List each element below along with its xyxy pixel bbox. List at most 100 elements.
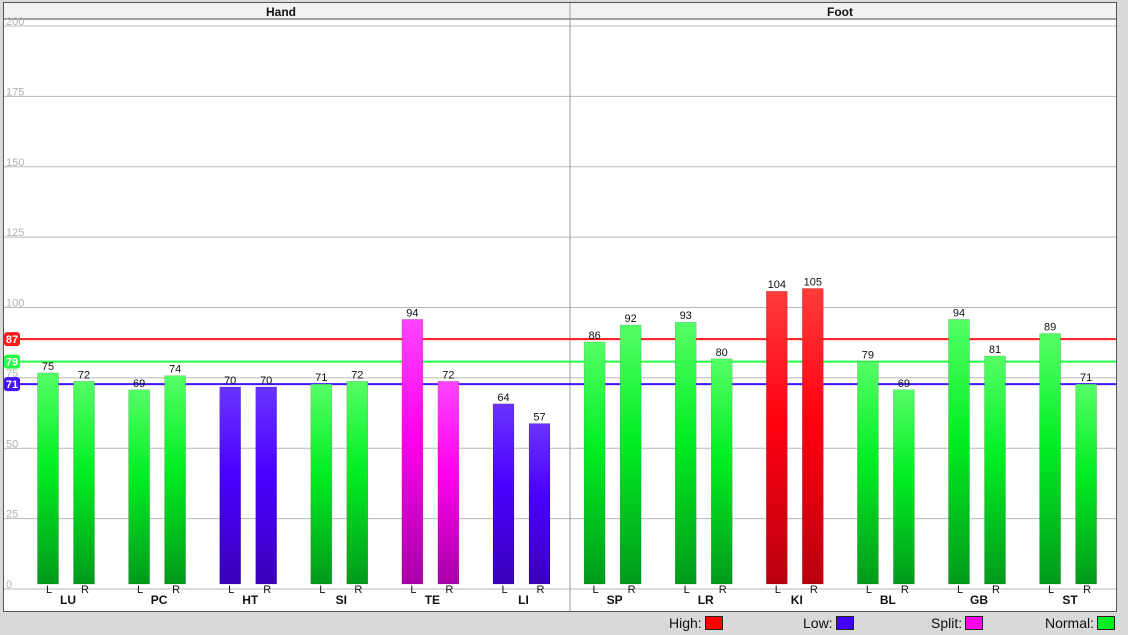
- legend-high-label: High:: [669, 615, 702, 631]
- bar-LI-L: [492, 403, 515, 585]
- bar-PC-L: [128, 389, 150, 585]
- bar-PC-R: [164, 375, 186, 585]
- legend-split: Split:: [931, 614, 984, 632]
- bar-LR-L: [674, 321, 697, 585]
- side-label-LU-L: L: [46, 584, 52, 596]
- data-label-SI-L: 71: [315, 372, 327, 384]
- legend-normal-swatch: [1097, 616, 1116, 630]
- legend-normal: Normal:: [1045, 614, 1116, 632]
- y-tick-label-50: 50: [6, 438, 18, 450]
- data-label-SI-R: 72: [351, 369, 363, 381]
- side-label-PC-R: R: [172, 584, 180, 596]
- bar-GB-L: [948, 319, 970, 585]
- legend-high-swatch: [704, 616, 723, 630]
- bar-ST-L: [1039, 333, 1061, 585]
- panel-title-hand: Hand: [266, 5, 296, 19]
- reference-label-87: 87: [6, 334, 18, 346]
- reference-label-71: 71: [6, 379, 18, 391]
- data-label-LI-R: 57: [533, 412, 545, 424]
- y-tick-label-100: 100: [6, 298, 24, 310]
- side-label-TE-R: R: [445, 584, 453, 596]
- legend-split-label: Split:: [931, 615, 963, 631]
- category-label-KI: KI: [791, 593, 803, 607]
- legend-low-swatch: [835, 616, 854, 630]
- data-label-LR-R: 80: [716, 347, 728, 359]
- data-label-LI-L: 64: [497, 392, 509, 404]
- data-label-HT-R: 70: [260, 375, 272, 387]
- data-label-TE-L: 94: [406, 307, 418, 319]
- reference-badge-87: [4, 332, 20, 347]
- bar-BL-R: [893, 389, 915, 585]
- side-label-HT-R: R: [263, 584, 271, 596]
- side-label-KI-R: R: [810, 584, 818, 596]
- reference-badge-71: [4, 377, 20, 392]
- chart-frame: 0 25 50 75 100 125 150 175 200 Hand Foot 87 79 71 75 L 7…: [3, 2, 1117, 612]
- data-label-ST-L: 89: [1044, 321, 1056, 333]
- legend-split-swatch: [965, 616, 984, 630]
- side-label-TE-L: L: [410, 584, 416, 596]
- category-label-SP: SP: [607, 593, 623, 607]
- bar-KI-L: [766, 290, 788, 585]
- legend-low: Low:: [803, 614, 854, 632]
- bar-BL-L: [857, 361, 879, 585]
- side-label-LR-L: L: [684, 584, 690, 596]
- y-tick-label-25: 25: [6, 509, 18, 521]
- legend-high: High:: [669, 614, 723, 632]
- data-label-SP-R: 92: [624, 313, 636, 325]
- panel-title-foot: Foot: [827, 5, 853, 19]
- bar-HT-R: [255, 386, 277, 585]
- side-label-LI-L: L: [501, 584, 507, 596]
- y-tick-label-125: 125: [6, 227, 24, 239]
- y-tick-label-150: 150: [6, 157, 24, 169]
- category-label-LR: LR: [698, 593, 714, 607]
- bar-LU-L: [37, 372, 59, 585]
- data-label-ST-R: 71: [1080, 372, 1092, 384]
- bar-GB-R: [984, 355, 1006, 585]
- reference-label-79: 79: [6, 357, 18, 369]
- bar-LU-R: [73, 381, 95, 585]
- data-label-LR-L: 93: [680, 310, 692, 322]
- y-tick-label-0: 0: [6, 579, 12, 591]
- legend-normal-label: Normal:: [1045, 615, 1095, 631]
- data-label-BL-L: 79: [862, 350, 874, 362]
- bar-TE-L: [401, 319, 424, 585]
- data-label-GB-L: 94: [953, 307, 965, 319]
- category-label-GB: GB: [970, 593, 988, 607]
- bar-SP-L: [583, 341, 606, 585]
- side-label-BL-R: R: [901, 584, 909, 596]
- side-label-PC-L: L: [137, 584, 143, 596]
- category-label-LU: LU: [60, 593, 76, 607]
- side-label-SI-L: L: [319, 584, 325, 596]
- side-label-BL-L: L: [866, 584, 872, 596]
- data-label-KI-L: 104: [768, 279, 786, 291]
- side-label-SP-L: L: [593, 584, 599, 596]
- data-label-LU-R: 72: [78, 369, 90, 381]
- side-label-LR-R: R: [719, 584, 727, 596]
- y-tick-label-175: 175: [6, 86, 24, 98]
- data-label-HT-L: 70: [224, 375, 236, 387]
- data-label-SP-L: 86: [588, 330, 600, 342]
- category-label-SI: SI: [336, 593, 347, 607]
- bar-LI-R: [528, 423, 551, 585]
- category-label-LI: LI: [518, 593, 529, 607]
- category-label-BL: BL: [880, 593, 896, 607]
- data-label-GB-R: 81: [989, 344, 1001, 356]
- data-label-KI-R: 105: [804, 276, 822, 288]
- side-label-KI-L: L: [775, 584, 781, 596]
- side-label-SP-R: R: [628, 584, 636, 596]
- category-label-TE: TE: [425, 593, 440, 607]
- bar-HT-L: [219, 386, 241, 585]
- bar-KI-R: [802, 288, 824, 585]
- bar-TE-R: [437, 381, 460, 585]
- category-label-PC: PC: [151, 593, 168, 607]
- side-label-HT-L: L: [228, 584, 234, 596]
- side-label-GB-R: R: [992, 584, 1000, 596]
- bar-ST-R: [1075, 383, 1097, 585]
- data-label-PC-L: 69: [133, 378, 145, 390]
- side-label-ST-L: L: [1048, 584, 1054, 596]
- header-strip: [4, 3, 1116, 19]
- y-tick-label-200: 200: [6, 16, 24, 28]
- side-label-ST-R: R: [1083, 584, 1091, 596]
- data-label-BL-R: 69: [898, 378, 910, 390]
